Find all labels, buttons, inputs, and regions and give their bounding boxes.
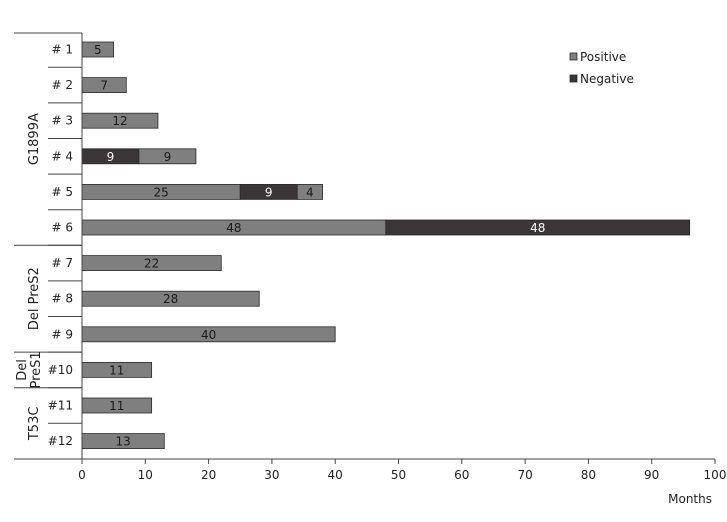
row-label: # 4: [51, 149, 73, 163]
bar-value-label: 9: [107, 150, 115, 164]
row-label: #11: [48, 399, 73, 413]
group-label: Del PreS2: [27, 267, 42, 330]
legend-label: Negative: [580, 72, 634, 86]
x-tick-label: 90: [644, 468, 659, 482]
row-label: # 9: [51, 327, 73, 341]
bar-value-label: 4: [306, 185, 314, 199]
x-tick-label: 60: [454, 468, 469, 482]
x-tick-label: 40: [328, 468, 343, 482]
x-tick-label: 100: [704, 468, 727, 482]
bar-value-label: 22: [144, 257, 159, 271]
group-label: G1899A: [27, 113, 42, 165]
x-axis-label: Months: [668, 492, 712, 506]
x-tick-label: 0: [78, 468, 86, 482]
row-label: #10: [48, 363, 73, 377]
group-label-line: PreS1: [29, 351, 44, 388]
group-label-line: Del: [15, 359, 30, 381]
bar-segment-positive: [296, 183, 323, 200]
x-tick-label: 70: [517, 468, 532, 482]
legend-swatch-positive: [569, 52, 578, 61]
group-label: DelPreS1: [15, 351, 44, 388]
row-label: # 6: [51, 221, 73, 235]
bar-value-label: 9: [164, 150, 172, 164]
bar-value-label: 11: [109, 363, 124, 377]
row-labels: # 1 # 2 # 3 # 4 # 5 # 6 # 7 # 8 # 9 #10 #11 #12: [48, 43, 73, 449]
x-tick-label: 80: [581, 468, 596, 482]
bar-value-label: 7: [100, 79, 108, 93]
bar-value-label: 25: [153, 185, 168, 199]
legend: Positive Negative: [569, 50, 634, 86]
bar-value-label: 11: [109, 399, 124, 413]
bar-value-label: 28: [163, 292, 178, 306]
bar-value-label: 5: [94, 43, 102, 57]
bar-segment-positive: [138, 148, 197, 165]
row-label: # 3: [51, 114, 73, 128]
x-axis: 0 10 20 30 40 50 60 70 80 90 100: [78, 458, 727, 482]
x-tick-label: 30: [264, 468, 279, 482]
legend-label: Positive: [580, 50, 626, 64]
bar-value-label: 9: [265, 185, 273, 199]
row-label: # 8: [51, 292, 73, 306]
bar-value-label: 13: [116, 435, 131, 449]
x-tick-label: 20: [201, 468, 216, 482]
row-label: #12: [48, 434, 73, 448]
bar-value-label: 48: [226, 221, 241, 235]
group-label: T53C: [27, 407, 42, 442]
bar-value-label: 48: [530, 221, 545, 235]
bars: 5 7 12 9 9 25 9 4 48 48 22 28 40 11 11 13: [81, 41, 691, 450]
row-label: # 7: [51, 256, 73, 270]
x-tick-label: 50: [391, 468, 406, 482]
row-label: # 2: [51, 78, 73, 92]
group-labels: G1899A Del PreS2 DelPreS1 T53C: [14, 32, 82, 460]
bar-value-label: 12: [112, 114, 127, 128]
row-label: # 1: [51, 43, 73, 57]
x-tick-label: 10: [138, 468, 153, 482]
bar-segment-negative: [385, 219, 691, 236]
row-label: # 5: [51, 185, 73, 199]
legend-swatch-negative: [569, 74, 578, 83]
bar-value-label: 40: [201, 328, 216, 342]
